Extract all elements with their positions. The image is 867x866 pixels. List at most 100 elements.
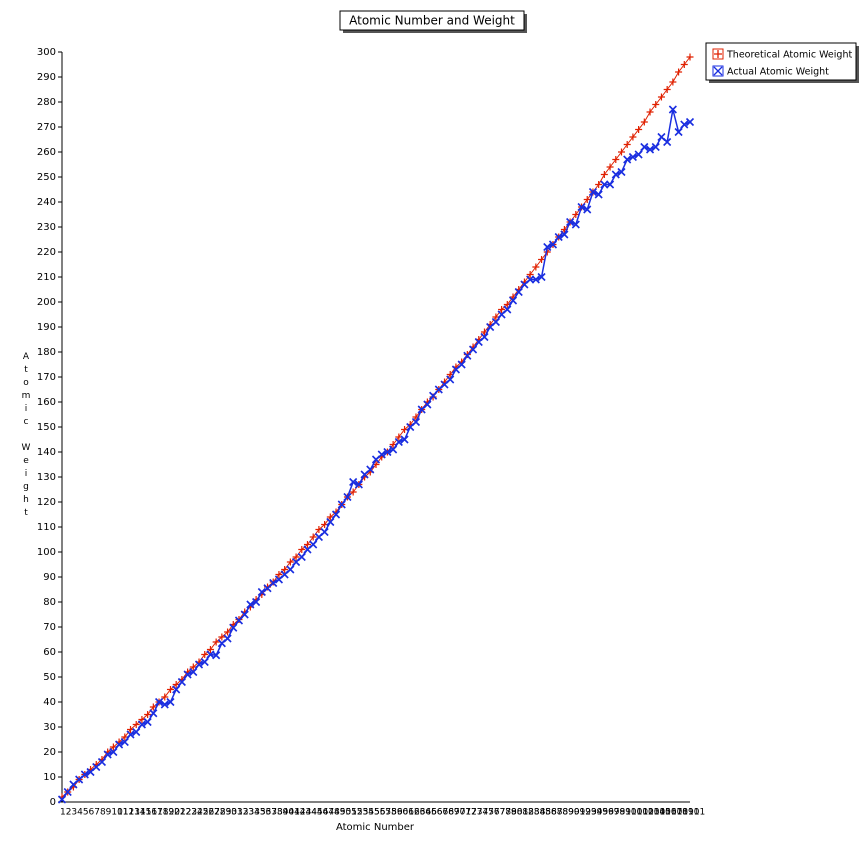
data-point <box>206 646 214 653</box>
x-tick-label: 78 <box>500 808 512 818</box>
data-point <box>611 170 620 179</box>
x-tick-label: 93 <box>585 808 596 818</box>
data-point <box>394 437 403 447</box>
data-point <box>154 697 164 707</box>
x-tick-label: 65 <box>425 808 436 818</box>
y-tick-label: 20 <box>43 747 56 758</box>
x-tick-label: 73 <box>471 808 482 818</box>
data-point <box>149 709 158 718</box>
y-tick-label: 280 <box>37 97 56 108</box>
x-tick-label: 63 <box>414 808 425 818</box>
data-point <box>526 271 534 278</box>
x-tick-label: 4 <box>77 808 83 818</box>
data-point <box>143 717 152 727</box>
x-tick-label: 52 <box>351 808 362 818</box>
series <box>58 53 694 801</box>
x-tick-label: 76 <box>488 808 500 818</box>
data-point <box>97 757 107 767</box>
data-point <box>120 737 129 747</box>
data-point <box>349 477 358 487</box>
data-point <box>680 120 689 129</box>
x-tick-label: 59 <box>391 808 403 818</box>
x-tick-label: 23 <box>186 808 197 818</box>
legend-swatch <box>712 65 724 77</box>
data-point <box>429 391 438 400</box>
x-tick-label: 38 <box>271 808 283 818</box>
data-point <box>366 465 375 474</box>
data-point <box>606 163 614 171</box>
x-tick-label: 51 <box>345 808 356 818</box>
data-point <box>446 375 455 384</box>
data-point <box>257 587 266 597</box>
data-point <box>572 211 580 218</box>
data-point <box>480 332 489 342</box>
y-tick-label: 0 <box>50 797 56 808</box>
data-point <box>674 127 683 137</box>
x-tick-label: 39 <box>277 808 289 818</box>
x-tick-label: 25 <box>197 808 208 818</box>
data-point <box>331 510 341 519</box>
y-tick-label: 130 <box>37 472 56 483</box>
x-tick-label: 80 <box>511 808 523 818</box>
data-point <box>269 578 278 588</box>
x-tick-label: 47 <box>323 808 334 818</box>
data-point <box>109 747 118 757</box>
data-point <box>212 638 220 646</box>
y-tick-label: 120 <box>37 497 56 508</box>
x-tick-label: 32 <box>237 808 248 818</box>
data-point <box>680 61 688 68</box>
x-tick-label: 22 <box>180 808 191 818</box>
data-point <box>514 287 523 297</box>
data-point <box>635 126 643 133</box>
data-point <box>669 78 677 86</box>
x-tick-label: 96 <box>602 808 614 818</box>
series-line <box>61 109 691 800</box>
y-tick-label: 40 <box>43 697 56 708</box>
data-point <box>189 667 198 677</box>
data-point <box>645 145 655 154</box>
data-point <box>612 156 620 163</box>
data-point <box>337 500 346 509</box>
x-tick-label: 13 <box>129 808 140 818</box>
x-tick-label: 102 <box>637 808 654 818</box>
data-point <box>663 137 672 147</box>
data-point <box>137 720 146 729</box>
x-tick-label: 108 <box>671 808 688 818</box>
y-tick-label: 30 <box>43 722 56 733</box>
data-point <box>63 787 72 797</box>
y-tick-label: 150 <box>37 422 56 433</box>
x-tick-label: 55 <box>368 808 379 818</box>
x-tick-label: 70 <box>454 808 466 818</box>
x-tick-label: 29 <box>220 808 232 818</box>
data-point <box>177 677 186 687</box>
x-tick-label: 60 <box>397 808 409 818</box>
chart-title: Atomic Number and Weight <box>349 14 515 28</box>
x-tick-label: 90 <box>568 808 580 818</box>
data-point <box>286 565 295 574</box>
data-point <box>652 101 660 108</box>
x-tick-label: 82 <box>522 808 533 818</box>
data-point <box>309 533 317 541</box>
data-point <box>651 142 660 152</box>
x-tick-label: 86 <box>545 808 557 818</box>
x-tick-label: 40 <box>283 808 295 818</box>
x-tick-label: 34 <box>248 808 260 818</box>
data-point <box>668 105 677 114</box>
data-point <box>657 93 665 101</box>
data-point <box>566 217 575 227</box>
data-point <box>686 53 694 61</box>
data-point <box>554 232 563 242</box>
x-tick-label: 3 <box>71 808 77 818</box>
x-tick-label: 109 <box>677 808 694 818</box>
x-tick-label: 56 <box>374 808 386 818</box>
x-tick-label: 42 <box>294 808 305 818</box>
data-point <box>623 141 631 148</box>
data-point <box>685 117 695 127</box>
legend-box <box>705 42 857 81</box>
x-tick-label: 24 <box>191 808 203 818</box>
x-tick-label: 87 <box>551 808 562 818</box>
data-point <box>595 181 603 188</box>
x-tick-label: 103 <box>642 808 659 818</box>
data-point <box>240 610 249 619</box>
x-tick-label: 95 <box>597 808 608 818</box>
